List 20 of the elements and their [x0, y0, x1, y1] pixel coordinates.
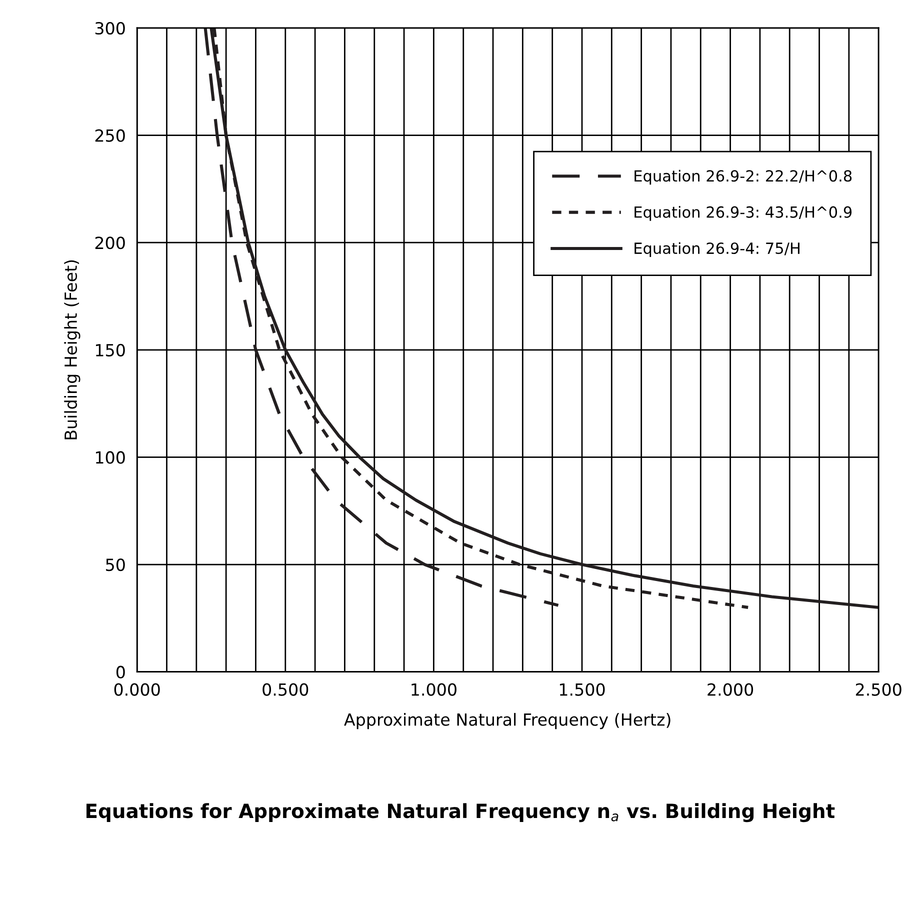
- y-tick-label: 0: [116, 666, 125, 678]
- y-tick-label: 200: [95, 236, 125, 250]
- x-tick-label: 0.000: [114, 683, 160, 696]
- x-tick-label: 1.500: [560, 683, 605, 696]
- y-axis-title: Building Height (Feet): [64, 260, 80, 440]
- x-tick-label: 2.000: [708, 683, 754, 696]
- x-tick-label: 2.500: [856, 683, 902, 696]
- legend-label: Equation 26.9-2: 22.2/H^0.8: [634, 170, 852, 185]
- y-tick-label: 50: [106, 558, 125, 572]
- y-tick-label: 100: [96, 451, 125, 464]
- x-axis-title: Approximate Natural Frequency (Hertz): [344, 712, 670, 730]
- x-tick-label: 1.000: [412, 683, 456, 696]
- x-tick-label: 0.500: [262, 683, 308, 696]
- y-tick-label: 250: [95, 129, 125, 142]
- legend-label: Equation 26.9-3: 43.5/H^0.9: [634, 206, 852, 221]
- legend-label: Equation 26.9-4: 75/H: [634, 242, 800, 257]
- y-tick-label: 300: [95, 22, 125, 35]
- y-tick-label: 150: [96, 344, 125, 356]
- line-series: [210, 28, 879, 609]
- text: Equations for Approximate Natural Frequency n$_{a}$ vs. Building Height: [86, 803, 835, 822]
